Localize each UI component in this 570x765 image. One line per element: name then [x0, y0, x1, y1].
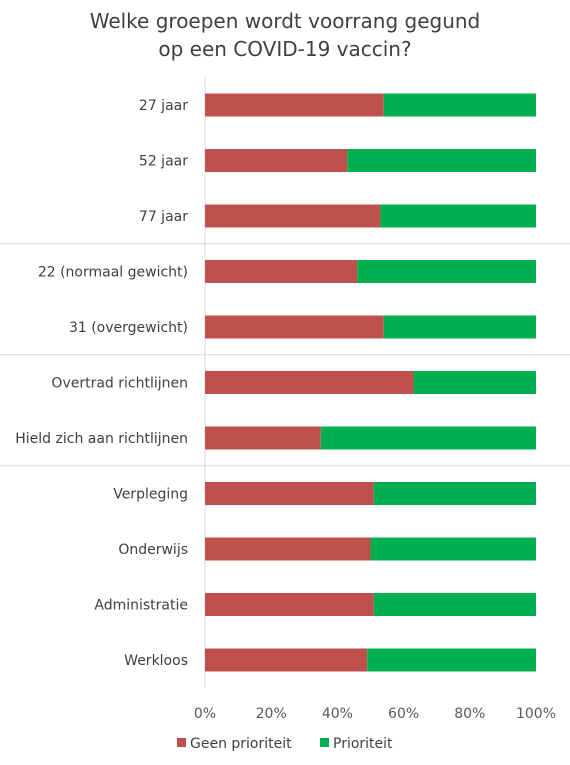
- legend: Geen prioriteit Prioriteit: [177, 736, 393, 752]
- x-tick-label: 80%: [454, 706, 485, 722]
- x-tick-label: 20%: [256, 706, 287, 722]
- chart-title-line-1: Welke groepen wordt voorrang gegund: [90, 9, 481, 33]
- bar-segment-prioriteit: [413, 371, 536, 394]
- bar-segment-prioriteit: [357, 260, 536, 283]
- bar-segment-geen-prioriteit: [205, 93, 384, 117]
- bar-segment-geen-prioriteit: [205, 260, 358, 283]
- bar-segment-prioriteit: [370, 537, 536, 561]
- category-label: 27 jaar: [139, 98, 188, 114]
- category-label: Overtrad richtlijnen: [51, 376, 188, 392]
- bar-segment-geen-prioriteit: [205, 593, 374, 616]
- bar-segment-prioriteit: [383, 315, 536, 339]
- legend-label: Geen prioriteit: [190, 736, 292, 752]
- category-label: Verpleging: [113, 487, 188, 503]
- bar-segment-geen-prioriteit: [205, 648, 368, 672]
- category-labels: 27 jaar 52 jaar 77 jaar 22 (normaal gewicht…: [15, 98, 188, 669]
- x-tick-label: 100%: [516, 706, 556, 722]
- bar-segment-geen-prioriteit: [205, 315, 384, 339]
- bar-segment-prioriteit: [320, 426, 536, 450]
- bar-segment-geen-prioriteit: [205, 426, 321, 450]
- x-tick-label: 40%: [322, 706, 353, 722]
- bar-segment-prioriteit: [367, 648, 536, 672]
- category-label: 52 jaar: [139, 154, 188, 170]
- bar-segment-prioriteit: [373, 593, 536, 616]
- category-label: Onderwijs: [118, 542, 188, 558]
- bar-segment-geen-prioriteit: [205, 371, 414, 394]
- category-label: 22 (normaal gewicht): [38, 265, 188, 281]
- bar-segment-prioriteit: [373, 482, 536, 505]
- x-tick-label: 60%: [388, 706, 419, 722]
- bar-segment-geen-prioriteit: [205, 149, 348, 172]
- x-tick-label: 0%: [194, 706, 216, 722]
- bars-group: [205, 93, 536, 672]
- bar-segment-prioriteit: [383, 93, 536, 117]
- bar-segment-prioriteit: [380, 204, 536, 228]
- category-label: Werkloos: [124, 653, 188, 669]
- category-label: Hield zich aan richtlijnen: [15, 431, 188, 447]
- legend-swatch: [177, 738, 186, 747]
- bar-segment-geen-prioriteit: [205, 204, 381, 228]
- x-axis-ticks: 0% 20% 40% 60% 80% 100%: [194, 706, 556, 722]
- legend-label: Prioriteit: [333, 736, 393, 752]
- legend-swatch: [320, 738, 329, 747]
- bar-segment-geen-prioriteit: [205, 537, 371, 561]
- category-label: 31 (overgewicht): [69, 320, 188, 336]
- bar-segment-prioriteit: [347, 149, 536, 172]
- bar-segment-geen-prioriteit: [205, 482, 374, 505]
- chart-title-line-2: op een COVID-19 vaccin?: [158, 37, 411, 61]
- category-label: Administratie: [94, 598, 188, 614]
- category-label: 77 jaar: [139, 209, 188, 225]
